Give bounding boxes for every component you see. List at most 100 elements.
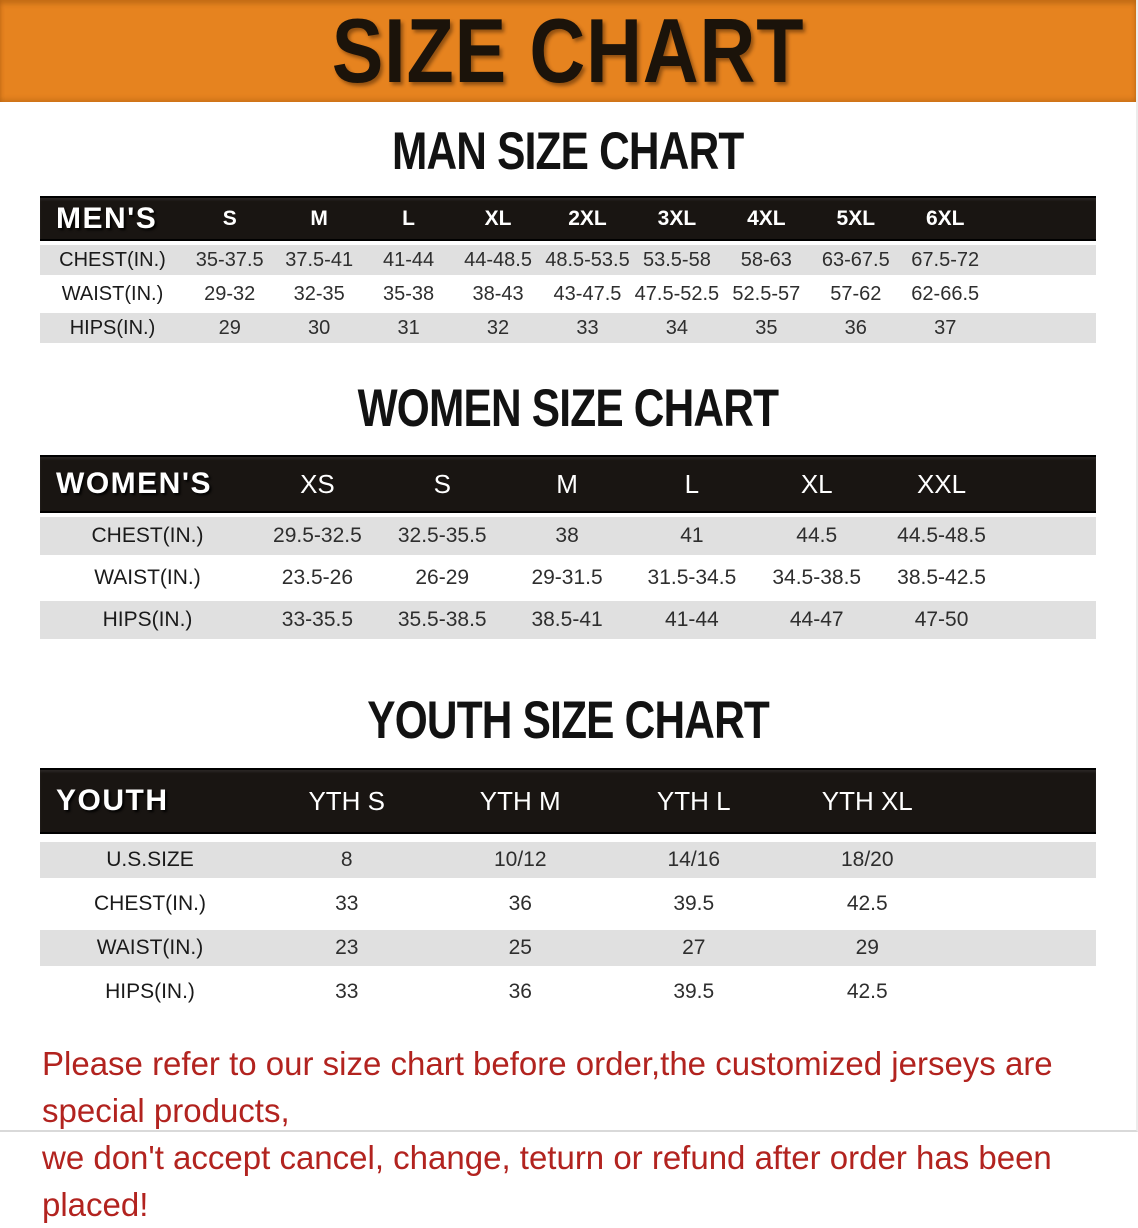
size-value: 35: [755, 316, 778, 339]
column-header: 6XL: [925, 206, 965, 230]
table-row: U.S.SIZE 8 10/12 14/16 18/20: [40, 842, 1096, 878]
column-header: S: [433, 468, 451, 499]
size-value: 41-44: [665, 608, 719, 631]
column-header: YTH M: [479, 785, 561, 816]
column-header: L: [402, 206, 415, 230]
disclaimer-line-2: we don't accept cancel, change, teturn o…: [42, 1139, 1052, 1223]
banner-title: SIZE CHART: [331, 0, 805, 102]
size-value: 37: [934, 316, 957, 339]
youth-section-heading-text: YOUTH SIZE CHART: [367, 691, 770, 750]
size-value: 35.5-38.5: [397, 608, 487, 631]
table-row: HIPS(IN.) 33-35.5 35.5-38.5 38.5-41 41-44 44-…: [40, 601, 1096, 639]
women-size-table: WOMEN'S XS S M L XL XXL CHEST(IN.) 29.5-32.5 32.5…: [40, 455, 1096, 639]
size-value: 43-47.5: [553, 282, 622, 305]
size-value: 29: [218, 316, 241, 339]
size-value: 33: [576, 316, 599, 339]
table-row: HIPS(IN.) 33 36 39.5 42.5: [40, 974, 1096, 1010]
disclaimer-note: Please refer to our size chart before or…: [0, 1040, 1136, 1228]
size-value: 36: [508, 892, 532, 915]
column-header: XL: [484, 206, 512, 230]
size-value: 37.5-41: [285, 248, 354, 271]
banner: SIZE CHART: [0, 0, 1136, 102]
row-label: WAIST(IN.): [94, 566, 201, 589]
size-value: 35-38: [383, 282, 435, 305]
size-value: 47.5-52.5: [634, 282, 720, 305]
size-value: 25: [508, 936, 532, 959]
table-row: WAIST(IN.) 23 25 27 29: [40, 930, 1096, 966]
row-label: WAIST(IN.): [96, 936, 204, 959]
size-value: 8: [340, 848, 353, 871]
column-header: 3XL: [657, 206, 697, 230]
column-header: YTH L: [656, 785, 731, 816]
table-header-row: MEN'S S M L XL 2XL 3XL 4XL 5XL 6XL: [40, 196, 1096, 241]
size-value: 29-31.5: [531, 566, 603, 589]
size-value: 63-67.5: [821, 248, 890, 271]
size-value: 10/12: [493, 848, 547, 871]
size-value: 38.5-42.5: [897, 566, 986, 589]
size-value: 26-29: [415, 566, 470, 589]
disclaimer-line-1: Please refer to our size chart before or…: [42, 1045, 1053, 1129]
size-value: 18/20: [840, 848, 894, 871]
size-value: 30: [308, 316, 331, 339]
table-corner-label: WOMEN'S: [56, 467, 212, 500]
size-value: 29-32: [204, 282, 256, 305]
column-header: 5XL: [836, 206, 876, 230]
row-label: HIPS(IN.): [69, 316, 156, 339]
size-value: 42.5: [846, 892, 888, 915]
women-section-heading: WOMEN SIZE CHART: [0, 379, 1136, 438]
size-value: 31: [397, 316, 420, 339]
size-value: 33: [335, 892, 359, 915]
row-label: U.S.SIZE: [106, 848, 194, 871]
size-value: 36: [508, 980, 532, 1003]
size-value: 14/16: [667, 848, 721, 871]
size-value: 67.5-72: [911, 248, 980, 271]
size-value: 35-37.5: [195, 248, 264, 271]
size-value: 34: [665, 316, 689, 339]
size-value: 32-35: [293, 282, 345, 305]
column-header: XXL: [916, 468, 967, 499]
column-header: M: [556, 468, 578, 499]
table-row: WAIST(IN.) 23.5-26 26-29 29-31.5 31.5-34.5 34…: [40, 559, 1096, 597]
size-value: 38: [555, 524, 579, 547]
size-value: 32.5-35.5: [397, 524, 487, 547]
size-value: 44-47: [789, 608, 844, 631]
row-label: CHEST(IN.): [59, 248, 166, 271]
women-section-heading-text: WOMEN SIZE CHART: [357, 379, 779, 438]
size-value: 23.5-26: [281, 566, 354, 589]
table-header-row: WOMEN'S XS S M L XL XXL: [40, 455, 1096, 513]
column-header: L: [684, 468, 700, 499]
men-size-table: MEN'S S M L XL 2XL 3XL 4XL 5XL 6XL CHEST(IN.) 35-37…: [40, 196, 1096, 343]
size-value: 44.5-48.5: [897, 524, 986, 547]
size-value: 62-66.5: [911, 282, 980, 305]
table-row: HIPS(IN.) 29 30 31 32 33 34 35 36 37: [40, 313, 1096, 343]
size-value: 27: [682, 936, 706, 959]
size-value: 44-48.5: [464, 248, 532, 271]
column-header: M: [310, 206, 328, 230]
table-row: CHEST(IN.) 29.5-32.5 32.5-35.5 38 41 44.5 44.5…: [40, 517, 1096, 555]
size-value: 47-50: [914, 608, 969, 631]
size-value: 38.5-41: [531, 608, 603, 631]
row-label: HIPS(IN.): [105, 980, 195, 1003]
size-chart-content: MAN SIZE CHART MEN'S S M L XL 2XL 3XL 4XL 5XL 6XL…: [0, 125, 1136, 1228]
column-header: XL: [800, 468, 833, 499]
row-label: WAIST(IN.): [61, 282, 164, 305]
size-value: 38-43: [472, 282, 524, 305]
size-value: 58-63: [740, 248, 792, 271]
table-corner-label: YOUTH: [56, 784, 169, 817]
size-value: 52.5-57: [732, 282, 801, 305]
size-value: 48.5-53.5: [545, 248, 630, 271]
size-value: 29.5-32.5: [273, 524, 362, 547]
row-label: CHEST(IN.): [91, 524, 204, 547]
size-value: 44.5: [796, 524, 838, 547]
column-header: 4XL: [747, 206, 786, 230]
table-row: WAIST(IN.) 29-32 32-35 35-38 38-43 43-47.5 47.…: [40, 279, 1096, 309]
size-value: 33-35.5: [281, 608, 354, 631]
column-header: YTH XL: [821, 785, 913, 816]
column-header: 2XL: [568, 206, 607, 230]
size-value: 41: [680, 524, 704, 547]
table-row: CHEST(IN.) 33 36 39.5 42.5: [40, 886, 1096, 922]
table-header-row: YOUTH YTH S YTH M YTH L YTH XL: [40, 768, 1096, 834]
column-header: YTH S: [308, 785, 386, 816]
size-value: 57-62: [830, 282, 882, 305]
column-header: XS: [300, 468, 335, 499]
